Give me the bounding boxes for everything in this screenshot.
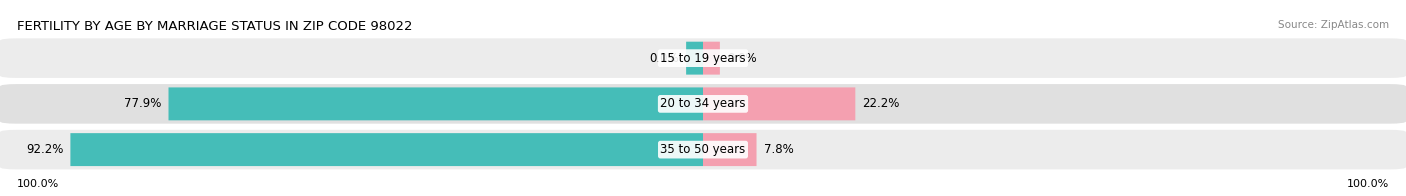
- Text: 22.2%: 22.2%: [862, 97, 900, 110]
- Text: Source: ZipAtlas.com: Source: ZipAtlas.com: [1278, 20, 1389, 30]
- Text: 92.2%: 92.2%: [25, 143, 63, 156]
- Text: 77.9%: 77.9%: [124, 97, 162, 110]
- Legend: Married, Unmarried: Married, Unmarried: [641, 152, 800, 165]
- Text: 100.0%: 100.0%: [17, 179, 59, 189]
- Text: 0.0%: 0.0%: [727, 52, 756, 65]
- Text: 35 to 50 years: 35 to 50 years: [661, 143, 745, 156]
- Text: 100.0%: 100.0%: [1347, 179, 1389, 189]
- Text: 15 to 19 years: 15 to 19 years: [661, 52, 745, 65]
- Text: 7.8%: 7.8%: [763, 143, 793, 156]
- Text: 20 to 34 years: 20 to 34 years: [661, 97, 745, 110]
- Text: 0.0%: 0.0%: [650, 52, 679, 65]
- Text: FERTILITY BY AGE BY MARRIAGE STATUS IN ZIP CODE 98022: FERTILITY BY AGE BY MARRIAGE STATUS IN Z…: [17, 20, 412, 33]
